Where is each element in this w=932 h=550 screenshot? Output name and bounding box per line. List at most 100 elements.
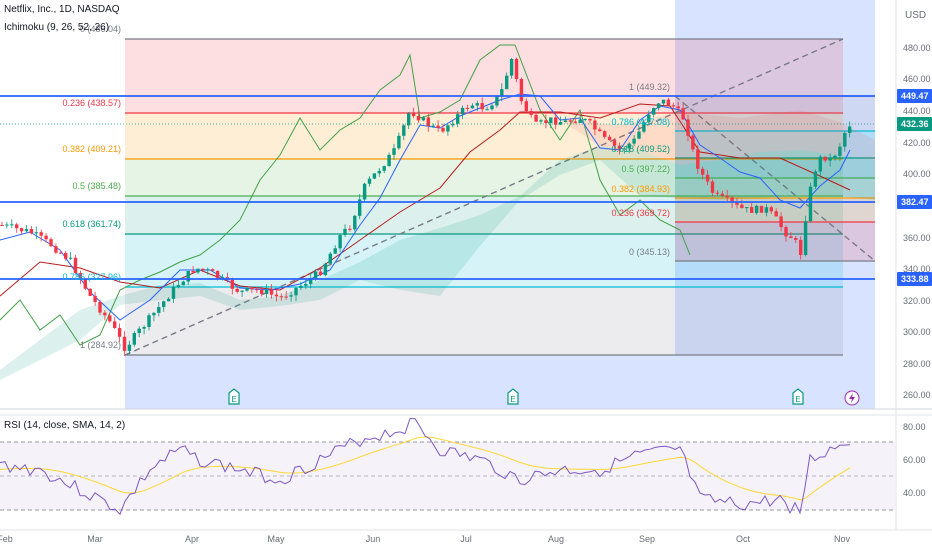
candle (269, 284, 274, 299)
candle (362, 182, 367, 203)
candle (490, 103, 494, 111)
candle (436, 120, 440, 132)
candle (117, 323, 122, 342)
ichimoku-cloud (0, 146, 875, 380)
candle (818, 154, 822, 178)
candle (176, 279, 181, 289)
candle (196, 268, 200, 275)
price-tick-label: 360.00 (903, 233, 931, 243)
candle (411, 107, 416, 119)
candle (661, 99, 666, 107)
candle (539, 118, 543, 125)
candle (294, 287, 298, 302)
candle (799, 236, 803, 260)
fib-level-label: 0.786 (427.08) (611, 117, 670, 127)
price-tick-label: 280.00 (903, 359, 931, 369)
candle (578, 115, 582, 123)
candle (676, 101, 680, 111)
candle (607, 134, 612, 141)
price-tags: 449.47 432.36 382.47 333.88 (897, 89, 932, 286)
price-tick-label: 420.00 (903, 138, 931, 148)
candle (671, 102, 675, 110)
fib-level-label: 1 (284.92) (80, 340, 121, 350)
candle (652, 107, 656, 118)
candle (181, 280, 185, 286)
candle (10, 219, 14, 229)
candle (451, 120, 455, 128)
candle (260, 286, 264, 297)
candle (441, 123, 445, 134)
rsi-tick-label: 60.00 (903, 455, 926, 465)
candle (323, 262, 328, 277)
rsi-pane[interactable] (0, 418, 895, 516)
candle (206, 267, 210, 275)
candle (593, 117, 597, 136)
price-tick-label: 320.00 (903, 296, 931, 306)
candle (402, 123, 406, 141)
candle (789, 232, 793, 239)
candle (769, 205, 773, 215)
candle (382, 165, 386, 174)
price-tag-label: 432.36 (901, 119, 929, 129)
earnings-markers[interactable]: E E E (228, 388, 860, 406)
candle (563, 116, 568, 123)
candle (622, 146, 626, 154)
candle (612, 138, 617, 151)
candle (191, 265, 195, 274)
rsi-tick-label: 80.00 (903, 422, 926, 432)
candle (64, 250, 68, 261)
rsi-legend[interactable]: RSI (14, close, SMA, 14, 2) (4, 420, 126, 431)
earnings-marker-e[interactable]: E (510, 395, 515, 404)
candle (656, 103, 661, 111)
candle (431, 123, 435, 128)
candle (823, 156, 827, 163)
candle (754, 204, 759, 215)
price-tick-label: 480.00 (903, 43, 931, 53)
candle (838, 143, 842, 161)
fib-retracement-right[interactable] (674, 95, 876, 262)
candle (784, 225, 788, 242)
candle (505, 72, 509, 90)
candle (720, 190, 724, 198)
candle (475, 100, 479, 112)
time-tick-label: Jun (366, 534, 381, 544)
candle (598, 127, 602, 132)
time-axis[interactable]: Feb Mar Apr May Jun Jul Aug Sep Oct Nov (0, 529, 932, 544)
candle (416, 111, 421, 123)
candle (421, 116, 426, 122)
candle (333, 245, 337, 254)
lightning-icon[interactable] (844, 390, 860, 406)
ichimoku-legend[interactable]: Ichimoku (9, 26, 52, 26) (4, 22, 110, 33)
candle (603, 130, 607, 139)
candlestick-series[interactable] (0, 57, 852, 357)
candle (485, 106, 489, 111)
fib-level-label: 1 (449.32) (629, 82, 670, 92)
fib-level-label: 0.5 (385.48) (72, 181, 121, 191)
currency-label[interactable]: USD (905, 10, 927, 21)
candle (147, 313, 151, 331)
candle (705, 169, 710, 185)
candle (122, 331, 127, 357)
symbol-title[interactable]: Netflix, Inc., 1D, NASDAQ (4, 4, 120, 15)
candle (93, 291, 97, 306)
candle (583, 118, 587, 122)
fib-level-label: 0.618 (409.52) (611, 144, 670, 154)
candle (24, 225, 29, 233)
candle (250, 287, 254, 293)
candle (73, 254, 78, 275)
candle (460, 105, 465, 120)
earnings-marker-e[interactable]: E (231, 395, 236, 404)
candle (666, 97, 671, 106)
candle (343, 224, 347, 237)
candle (803, 215, 808, 257)
rsi-axis[interactable]: 80.00 60.00 40.00 (903, 422, 926, 498)
rsi-tick-label: 40.00 (903, 488, 926, 498)
candle (392, 143, 396, 160)
candle (103, 310, 107, 321)
candle (647, 110, 651, 124)
candle (735, 197, 739, 209)
price-axis[interactable]: 480.00460.00440.00420.00400.00380.00360.… (895, 0, 931, 530)
candle (49, 237, 53, 248)
earnings-marker-e[interactable]: E (795, 395, 800, 404)
